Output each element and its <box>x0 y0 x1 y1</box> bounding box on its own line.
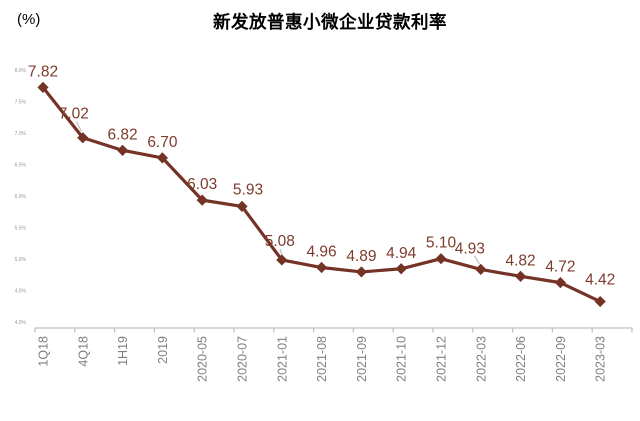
data-point-label: 7.82 <box>28 63 58 80</box>
y-tick-label: 4.0% <box>15 320 27 326</box>
x-tick-label: 2022-06 <box>514 336 528 382</box>
data-point-marker <box>77 132 89 144</box>
data-point-label: 6.70 <box>147 134 178 151</box>
data-point-marker <box>156 152 168 164</box>
data-point-marker <box>236 200 248 213</box>
x-tick-label: 2022-03 <box>474 336 488 382</box>
data-point-label: 6.03 <box>187 176 217 193</box>
x-tick-label: 2021-12 <box>435 336 449 382</box>
label-leader-line <box>474 255 480 265</box>
data-point-label: 4.94 <box>386 245 417 262</box>
y-tick-label: 7.0% <box>15 131 27 137</box>
y-tick-label: 6.5% <box>15 163 27 169</box>
data-point-label: 6.82 <box>108 126 138 143</box>
label-leader-line <box>279 248 283 256</box>
x-tick-label: 2019 <box>156 336 170 364</box>
data-point-marker <box>117 144 129 156</box>
data-point-label: 5.93 <box>233 181 263 198</box>
data-point-marker <box>475 263 487 276</box>
label-leader-line <box>76 121 82 132</box>
data-point-marker <box>276 254 288 266</box>
x-tick-label: 2021-10 <box>395 336 409 382</box>
x-tick-label: 2021-09 <box>355 336 369 382</box>
y-tick-label: 6.0% <box>15 194 27 200</box>
x-tick-label: 2022-09 <box>554 336 568 382</box>
x-tick-label: 2021-01 <box>275 336 289 382</box>
x-tick-label: 2020-07 <box>236 336 250 382</box>
data-point-marker <box>554 277 566 289</box>
x-tick-label: 1H19 <box>116 336 130 366</box>
data-point-marker <box>435 253 447 265</box>
data-point-marker <box>37 81 49 93</box>
x-tick-label: 2023-03 <box>594 336 608 382</box>
data-point-label: 4.89 <box>346 248 376 265</box>
y-axis-unit-label: (%) <box>17 11 41 28</box>
data-point-label: 4.42 <box>585 272 615 289</box>
data-point-label: 4.93 <box>455 240 485 257</box>
data-point-label: 4.96 <box>307 244 337 261</box>
data-point-marker <box>316 261 328 274</box>
x-tick-label: 1Q18 <box>37 336 51 367</box>
data-point-label: 7.02 <box>59 106 89 123</box>
data-point-marker <box>515 270 527 282</box>
data-point-marker <box>196 194 208 206</box>
y-tick-label: 5.0% <box>15 257 27 263</box>
data-point-marker <box>395 263 407 275</box>
data-point-label: 4.82 <box>506 252 536 269</box>
y-tick-label: 5.5% <box>15 226 27 232</box>
x-tick-label: 4Q18 <box>76 336 90 367</box>
data-point-label: 5.10 <box>426 235 457 252</box>
data-point-marker <box>594 295 606 308</box>
y-tick-label: 7.5% <box>15 100 27 106</box>
x-tick-label: 2020-05 <box>196 336 210 382</box>
y-tick-label: 8.0% <box>15 68 27 74</box>
data-point-label: 4.72 <box>545 259 575 276</box>
y-tick-label: 4.5% <box>15 289 27 295</box>
data-point-marker <box>355 266 367 278</box>
data-point-label: 5.08 <box>265 233 295 250</box>
x-tick-label: 2021-08 <box>315 336 329 382</box>
chart-title: 新发放普惠小微企业贷款利率 <box>213 12 447 32</box>
